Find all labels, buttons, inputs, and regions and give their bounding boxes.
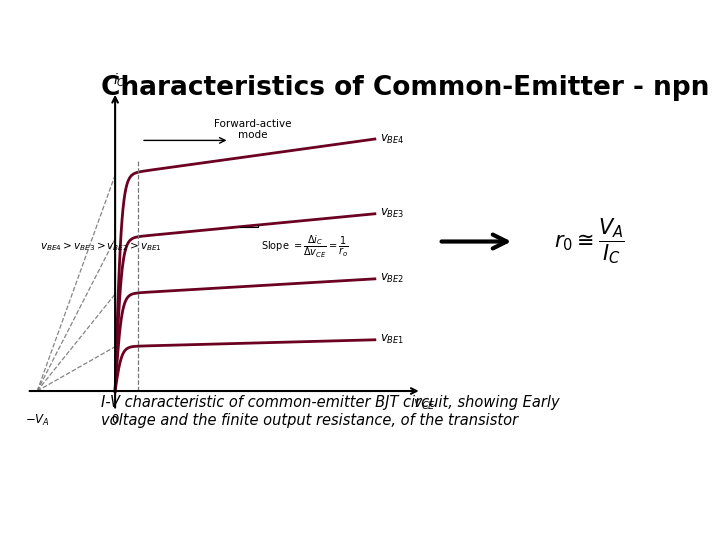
Text: Slope $= \dfrac{\Delta i_C}{\Delta v_{CE}} = \dfrac{1}{r_o}$: Slope $= \dfrac{\Delta i_C}{\Delta v_{CE… xyxy=(261,233,348,260)
Text: $-V_A$: $-V_A$ xyxy=(24,413,50,428)
Text: Forward-active
mode: Forward-active mode xyxy=(214,118,292,140)
Text: $v_{BE3}$: $v_{BE3}$ xyxy=(380,207,405,220)
Text: $v_{BE2}$: $v_{BE2}$ xyxy=(380,272,405,286)
Text: $i_C$: $i_C$ xyxy=(114,72,126,89)
Text: $v_{BE4} > v_{BE3} > v_{BE2} > v_{BE1}$: $v_{BE4} > v_{BE3} > v_{BE2} > v_{BE1}$ xyxy=(40,241,161,253)
Text: $v_{BE1}$: $v_{BE1}$ xyxy=(380,333,405,346)
Text: $v_{BE4}$: $v_{BE4}$ xyxy=(380,132,405,146)
Text: $0$: $0$ xyxy=(111,413,120,426)
Text: I-V characteristic of common-emitter BJT circuit, showing Early
voltage and the : I-V characteristic of common-emitter BJT… xyxy=(101,395,559,428)
Text: $r_0 \cong \dfrac{V_A}{I_C}$: $r_0 \cong \dfrac{V_A}{I_C}$ xyxy=(554,217,625,266)
Text: Characteristics of Common-Emitter - npn: Characteristics of Common-Emitter - npn xyxy=(101,75,709,101)
Text: $v_{CE}$: $v_{CE}$ xyxy=(413,398,436,413)
